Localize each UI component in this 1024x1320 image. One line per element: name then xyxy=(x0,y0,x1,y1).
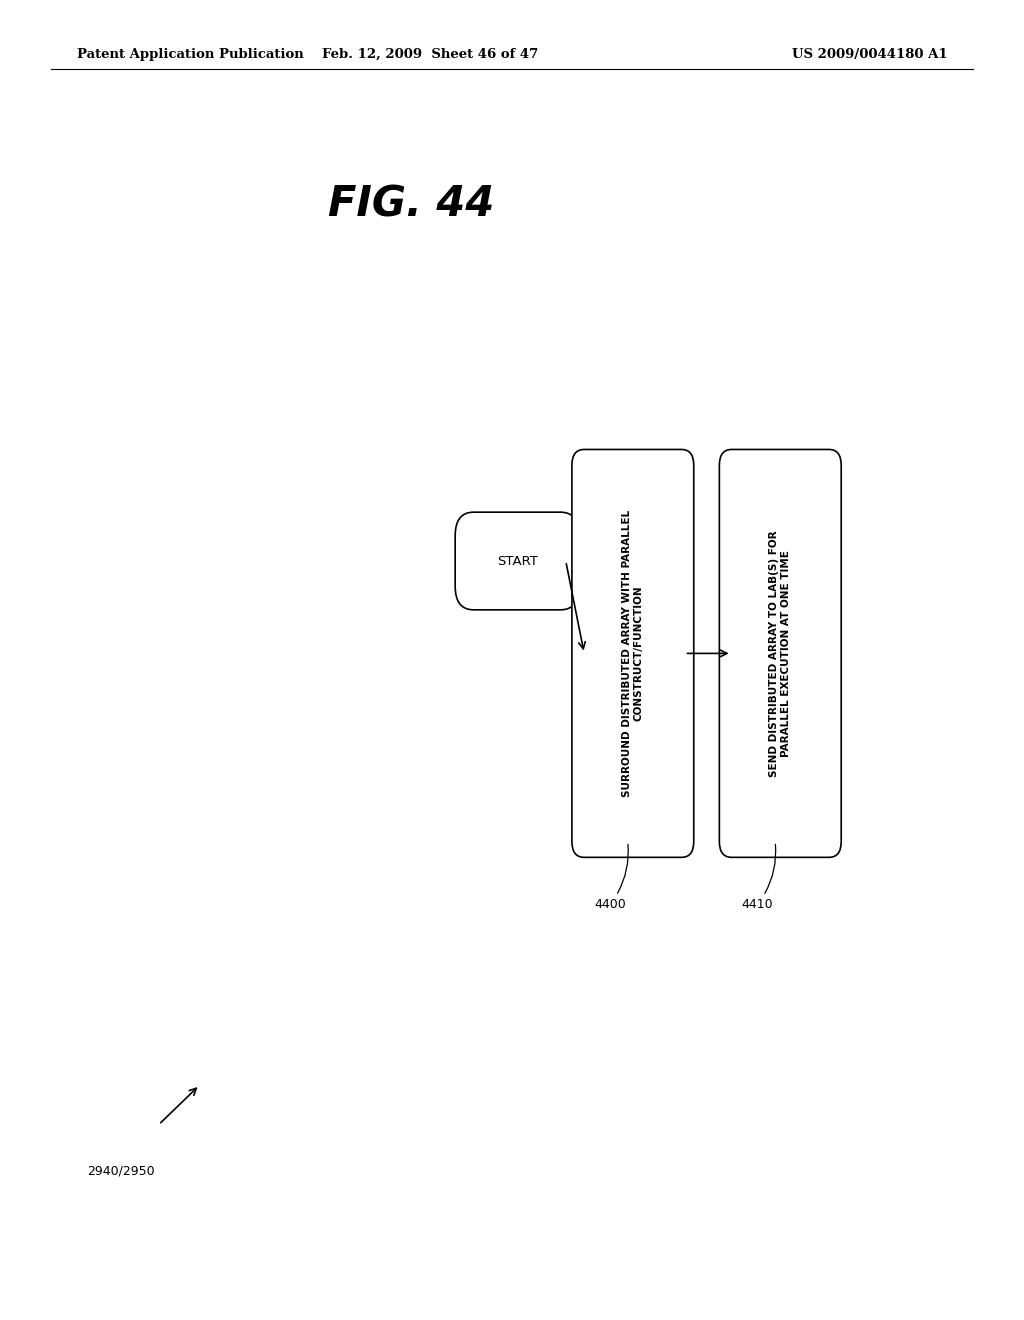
Text: 2940/2950: 2940/2950 xyxy=(87,1164,155,1177)
Text: SEND DISTRIBUTED ARRAY TO LAB(S) FOR
PARALLEL EXECUTION AT ONE TIME: SEND DISTRIBUTED ARRAY TO LAB(S) FOR PAR… xyxy=(769,531,792,776)
FancyBboxPatch shape xyxy=(455,512,580,610)
Text: Feb. 12, 2009  Sheet 46 of 47: Feb. 12, 2009 Sheet 46 of 47 xyxy=(322,48,539,61)
Text: Patent Application Publication: Patent Application Publication xyxy=(77,48,303,61)
FancyBboxPatch shape xyxy=(719,449,842,858)
Text: US 2009/0044180 A1: US 2009/0044180 A1 xyxy=(792,48,947,61)
FancyBboxPatch shape xyxy=(571,449,694,858)
Text: START: START xyxy=(497,554,538,568)
Text: 4400: 4400 xyxy=(594,845,629,911)
Text: 4410: 4410 xyxy=(741,845,776,911)
Text: FIG. 44: FIG. 44 xyxy=(328,183,494,226)
Text: SURROUND DISTRIBUTED ARRAY WITH PARALLEL
CONSTRUCT/FUNCTION: SURROUND DISTRIBUTED ARRAY WITH PARALLEL… xyxy=(622,510,644,797)
